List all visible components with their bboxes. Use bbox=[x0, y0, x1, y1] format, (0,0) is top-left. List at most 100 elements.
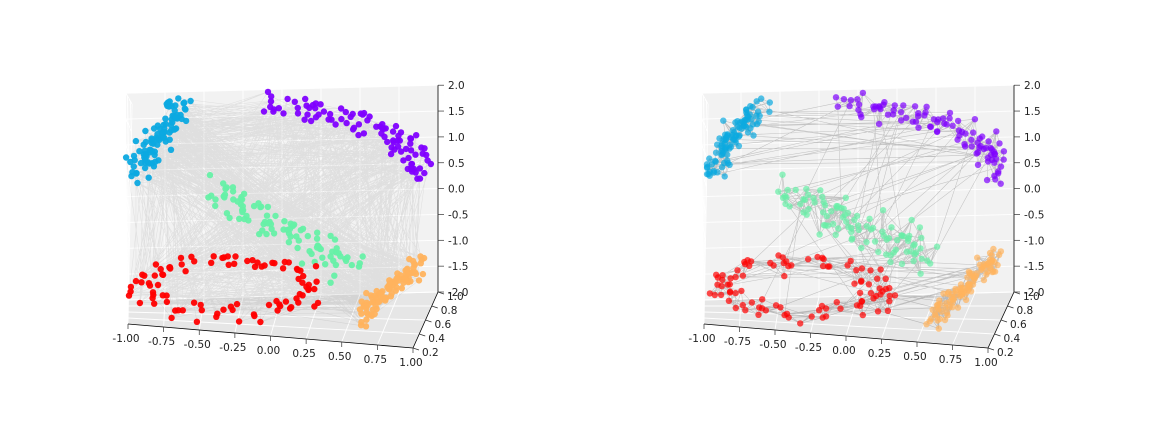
data-point bbox=[772, 302, 780, 309]
data-point bbox=[738, 287, 745, 295]
data-point bbox=[832, 231, 839, 238]
data-point bbox=[797, 320, 804, 327]
data-point bbox=[910, 242, 917, 249]
data-point bbox=[208, 259, 215, 266]
data-point bbox=[154, 281, 162, 289]
data-point bbox=[835, 225, 842, 232]
grid-line-z bbox=[701, 196, 707, 215]
data-point bbox=[245, 217, 252, 224]
data-point bbox=[853, 302, 861, 309]
x-tick-label: 1.00 bbox=[974, 357, 997, 369]
data-point bbox=[880, 101, 887, 108]
data-point bbox=[853, 267, 860, 274]
data-point bbox=[229, 188, 237, 195]
data-point bbox=[911, 103, 919, 110]
data-point bbox=[848, 224, 855, 232]
data-point bbox=[391, 146, 398, 153]
data-point bbox=[285, 259, 292, 266]
data-point bbox=[858, 277, 865, 284]
data-point bbox=[886, 292, 893, 300]
data-point bbox=[317, 101, 324, 108]
data-point bbox=[739, 272, 747, 279]
data-point bbox=[887, 258, 894, 266]
data-point bbox=[220, 254, 228, 261]
data-point bbox=[889, 111, 897, 118]
data-point bbox=[279, 265, 287, 272]
data-point bbox=[230, 196, 237, 203]
data-point bbox=[329, 248, 336, 255]
data-point bbox=[181, 99, 188, 106]
data-point bbox=[236, 215, 243, 222]
data-point bbox=[237, 201, 245, 208]
data-point bbox=[882, 285, 890, 293]
data-point bbox=[888, 224, 895, 231]
data-point bbox=[181, 105, 188, 112]
data-point bbox=[961, 141, 968, 148]
data-point bbox=[849, 235, 856, 242]
grid-line-z bbox=[701, 299, 705, 325]
grid-line-z bbox=[125, 118, 132, 132]
grid-line-z bbox=[125, 92, 133, 105]
data-point bbox=[706, 155, 713, 162]
z-tick-label: 1.5 bbox=[1024, 106, 1041, 118]
data-point bbox=[142, 151, 149, 158]
data-point bbox=[163, 298, 171, 306]
x-tick-label: -0.50 bbox=[759, 339, 786, 351]
data-point bbox=[956, 132, 963, 139]
data-point bbox=[898, 232, 905, 239]
data-point bbox=[766, 99, 773, 106]
data-point bbox=[983, 176, 991, 184]
data-point bbox=[251, 263, 259, 270]
data-point bbox=[136, 148, 143, 155]
data-point bbox=[824, 263, 832, 270]
data-point bbox=[996, 140, 1003, 147]
data-point bbox=[870, 295, 877, 302]
data-point bbox=[719, 149, 726, 156]
data-point bbox=[833, 299, 840, 306]
data-point bbox=[210, 253, 217, 260]
data-point bbox=[875, 120, 883, 128]
data-point bbox=[417, 253, 424, 260]
z-tick-label: 0.5 bbox=[448, 158, 465, 170]
data-point bbox=[805, 191, 812, 198]
data-point bbox=[178, 261, 185, 268]
data-point bbox=[301, 116, 308, 123]
data-point bbox=[997, 180, 1004, 187]
data-point bbox=[414, 175, 421, 182]
z-tick-label: 0.0 bbox=[1024, 184, 1041, 196]
data-point bbox=[832, 94, 840, 101]
data-point bbox=[800, 209, 807, 216]
data-point bbox=[154, 122, 161, 129]
data-point bbox=[819, 254, 826, 261]
data-point bbox=[949, 122, 956, 129]
data-point bbox=[239, 207, 246, 214]
data-point bbox=[859, 89, 867, 97]
data-point bbox=[362, 323, 370, 330]
data-point bbox=[244, 257, 251, 265]
axes: -1.00 -0.75 -0.50 -0.25 0.00 0.25 0.50 0.75 1.00… bbox=[688, 80, 1044, 369]
data-point bbox=[299, 279, 306, 286]
data-point bbox=[706, 290, 714, 297]
data-point bbox=[286, 305, 294, 312]
data-point bbox=[337, 105, 345, 112]
data-point bbox=[407, 140, 414, 147]
data-point bbox=[732, 304, 739, 312]
data-point bbox=[786, 203, 793, 210]
grid-line-z bbox=[125, 291, 439, 301]
data-point bbox=[851, 216, 858, 224]
data-point bbox=[755, 118, 762, 125]
data-point bbox=[188, 253, 195, 260]
data-point bbox=[166, 98, 173, 105]
data-point bbox=[858, 113, 865, 121]
data-point bbox=[957, 293, 964, 300]
data-point bbox=[750, 132, 757, 139]
grid-line-z bbox=[701, 84, 1015, 94]
data-point bbox=[748, 299, 756, 306]
data-point bbox=[991, 268, 999, 275]
data-point bbox=[212, 196, 219, 203]
data-point bbox=[875, 248, 882, 256]
data-point bbox=[333, 245, 340, 252]
grid-line-y bbox=[127, 317, 420, 335]
data-point bbox=[148, 139, 155, 147]
grid-line-z bbox=[125, 170, 131, 187]
